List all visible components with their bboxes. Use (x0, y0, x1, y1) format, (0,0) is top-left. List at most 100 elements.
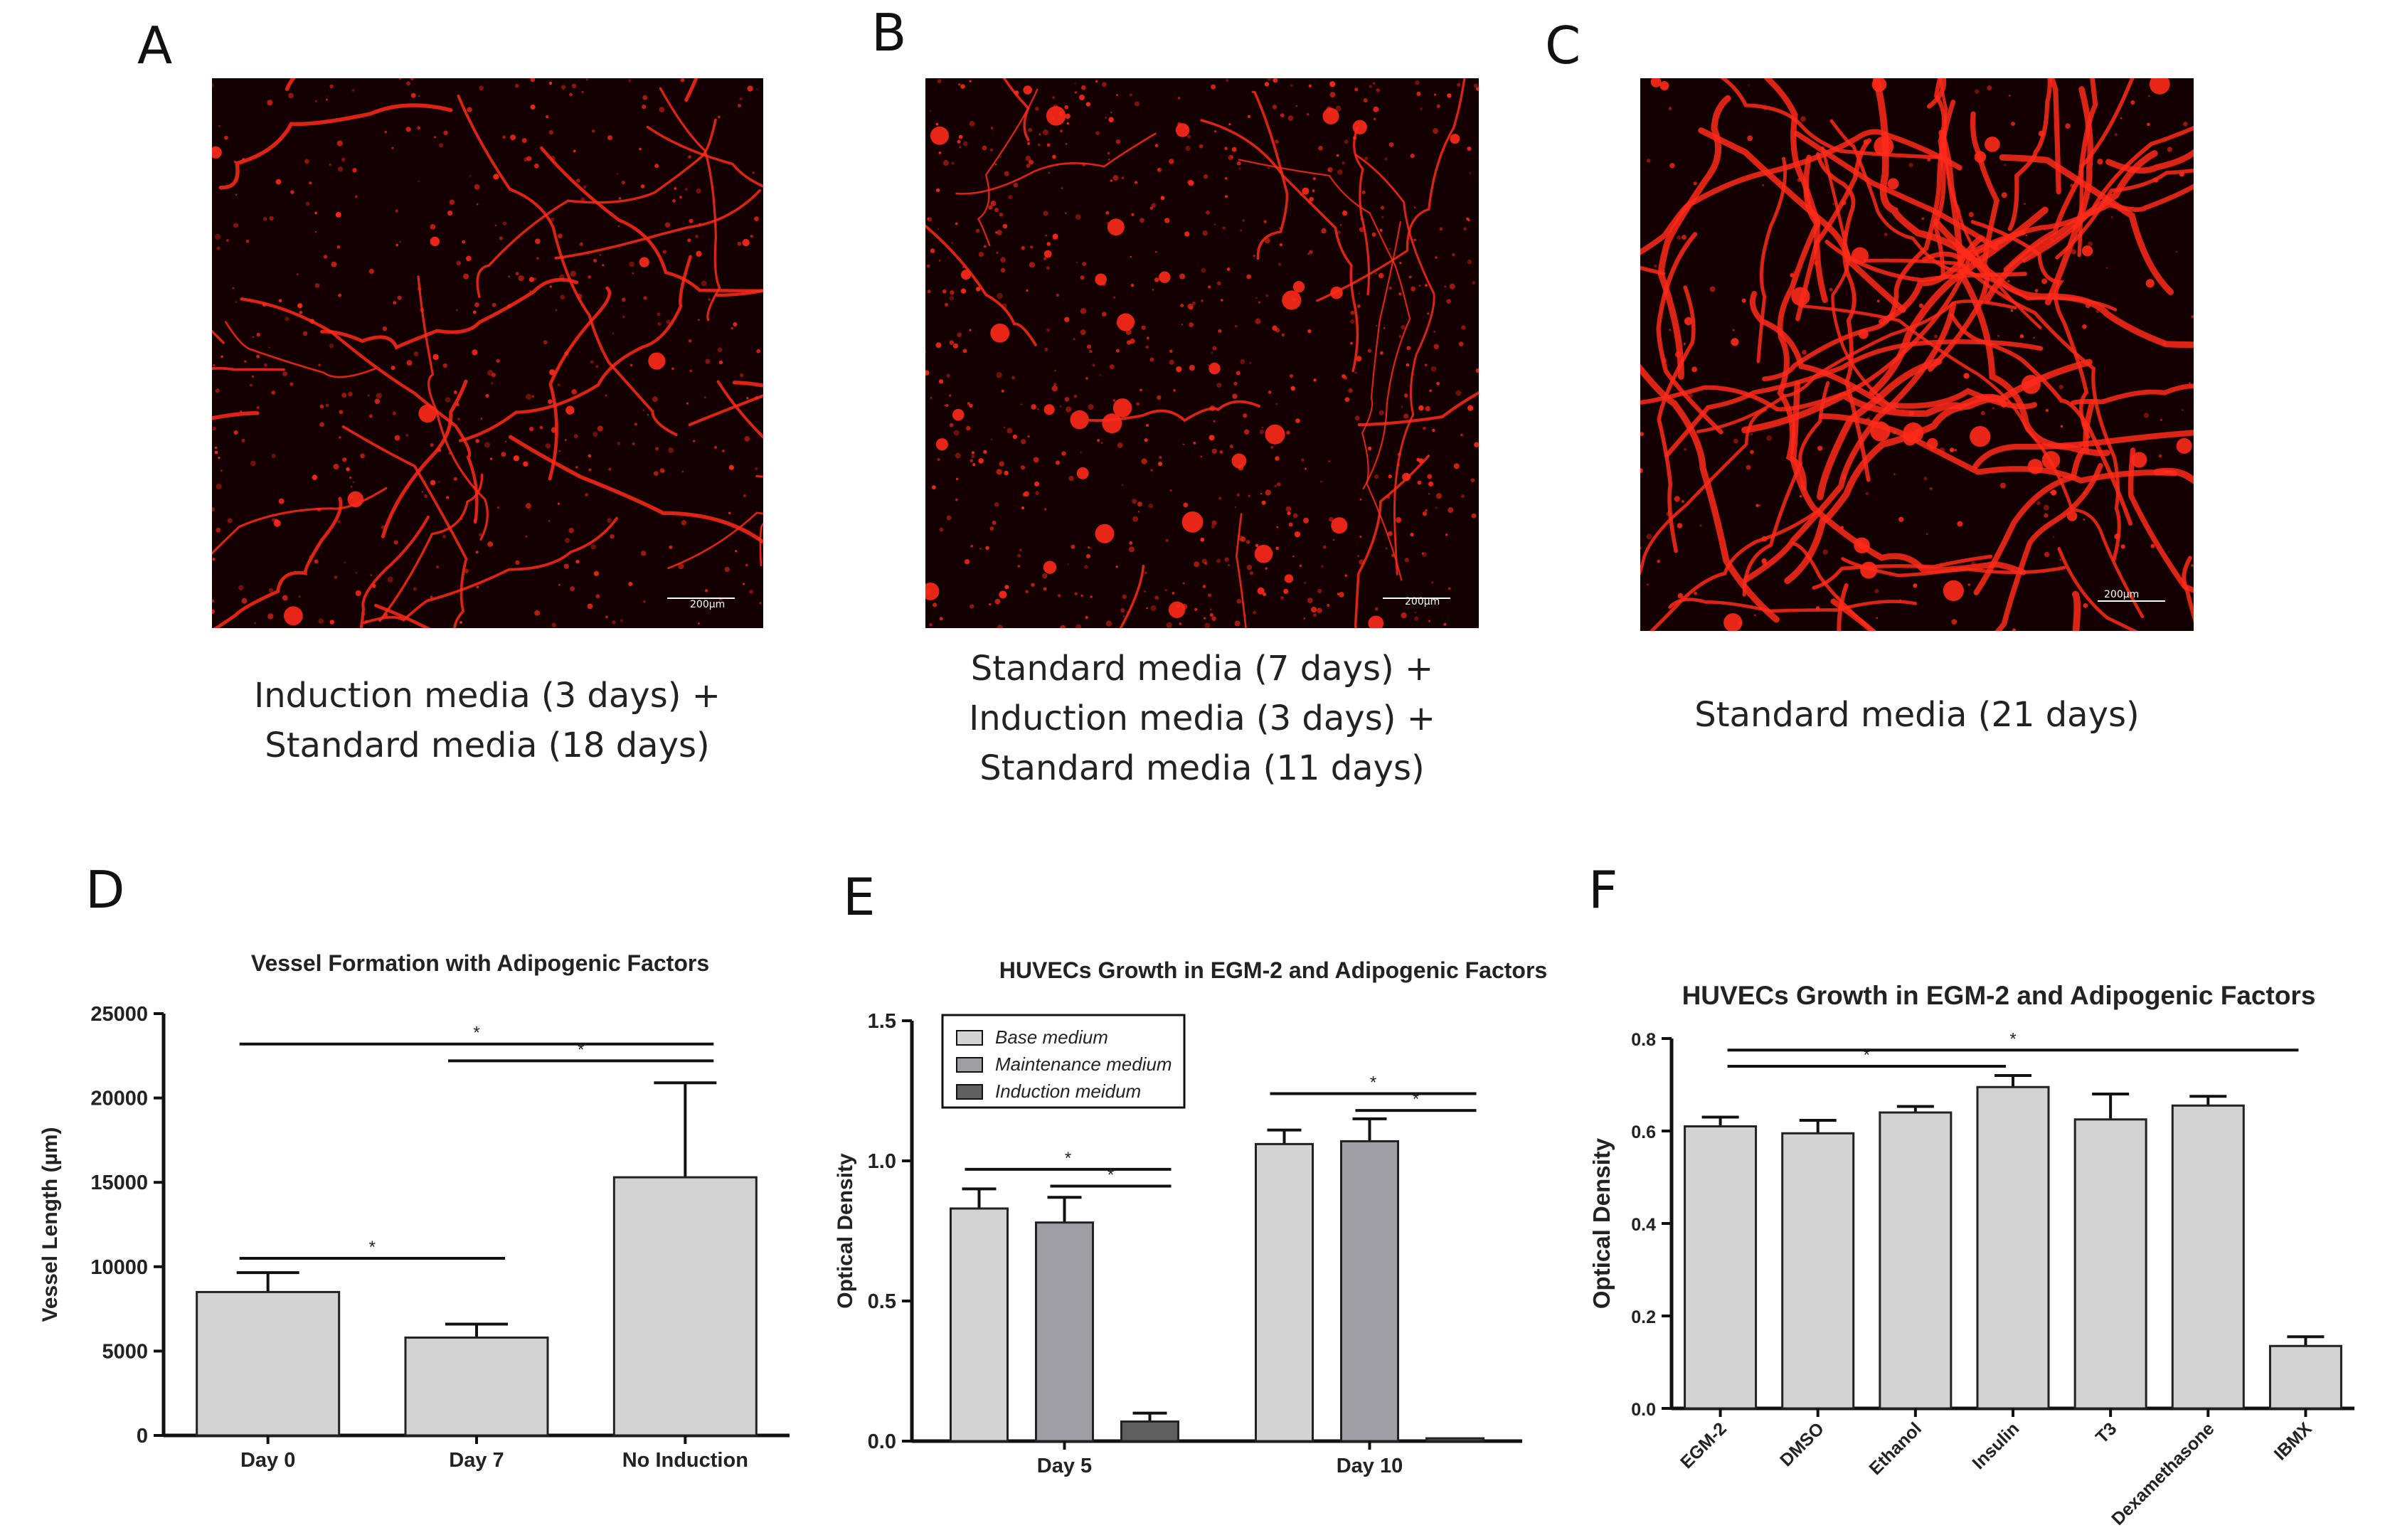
micro-speck (1024, 491, 1029, 497)
micro-speck (1248, 494, 1251, 497)
micro-speck (1308, 84, 1312, 87)
micro-vessel (1640, 230, 2026, 412)
micro-speck (252, 336, 255, 338)
micro-speck (1109, 364, 1115, 370)
micro-speck (1281, 333, 1285, 336)
micro-speck (1413, 206, 1416, 208)
micro-speck (212, 84, 214, 87)
micro-cell (1352, 120, 1367, 134)
y-axis-label: Optical Density (834, 1153, 857, 1309)
micro-speck (1107, 152, 1110, 155)
micro-speck (1312, 189, 1315, 193)
micro-speck (256, 405, 260, 410)
micro-speck (1428, 492, 1430, 495)
micro-speck (672, 199, 676, 203)
micro-vessel (1355, 154, 1435, 575)
micro-speck (214, 233, 221, 240)
micro-speck (595, 365, 599, 368)
micro-speck (1413, 238, 1417, 242)
micro-speck (1218, 329, 1222, 333)
micro-speck (1137, 511, 1140, 513)
micro-speck (1379, 228, 1383, 232)
micro-speck (703, 396, 706, 399)
micro-speck (990, 127, 994, 129)
micro-speck (1046, 143, 1051, 147)
micro-vessel (1357, 391, 1479, 427)
micro-speck (1169, 489, 1172, 492)
micro-speck (1359, 498, 1362, 501)
micro-speck (1242, 219, 1245, 222)
micro-speck (1129, 541, 1133, 545)
micro-speck (314, 100, 318, 102)
micro-speck (226, 239, 229, 242)
panel-letter-d: D (85, 860, 125, 920)
micro-vessel (218, 103, 453, 190)
micro-speck (982, 145, 987, 151)
micro-speck (1020, 465, 1026, 470)
micro-speck (1433, 331, 1435, 333)
micro-vessel (1696, 299, 2017, 434)
micro-cell (1043, 561, 1057, 574)
micro-speck (215, 388, 220, 393)
micro-speck (1233, 381, 1238, 386)
micro-speck (1344, 139, 1349, 144)
micro-speck (926, 264, 930, 268)
micro-speck (958, 134, 963, 139)
micro-speck (271, 391, 276, 395)
micro-speck (269, 216, 274, 221)
x-tick-label: Dexamethasone (2108, 1418, 2218, 1529)
micro-speck (1425, 284, 1428, 287)
micro-speck (453, 391, 457, 395)
micro-speck (1449, 283, 1455, 290)
micro-speck (1363, 98, 1368, 103)
micro-speck (1004, 585, 1009, 590)
micro-speck (1160, 196, 1165, 201)
micro-speck (1373, 106, 1379, 112)
micro-speck (1320, 480, 1322, 483)
micro-speck (406, 81, 411, 86)
micro-speck (1278, 262, 1282, 266)
micro-speck (1646, 583, 1650, 586)
micro-speck (1004, 171, 1009, 176)
micro-speck (1065, 142, 1068, 145)
micro-speck (550, 217, 555, 222)
micro-speck (746, 397, 749, 400)
micro-speck (937, 228, 940, 230)
micro-speck (1467, 259, 1472, 265)
bar (1120, 1420, 1179, 1443)
micro-speck (969, 329, 972, 331)
legend-swatch (956, 1084, 983, 1100)
y-tick-label: 0 (137, 1425, 148, 1448)
micro-speck (1709, 286, 1716, 292)
micro-vessel (1743, 302, 1956, 583)
micro-speck (1154, 144, 1159, 147)
micro-speck (1800, 116, 1806, 122)
micro-speck (341, 393, 347, 398)
micro-cell (1046, 106, 1066, 126)
micro-vessel (1821, 146, 1896, 410)
micro-speck (949, 296, 955, 301)
micro-speck (1255, 543, 1259, 548)
bar (1255, 1142, 1314, 1443)
micro-speck (1762, 184, 1764, 186)
bar (404, 1336, 549, 1437)
micro-speck (1052, 233, 1058, 240)
micro-speck (282, 371, 288, 376)
micro-speck (2182, 122, 2188, 127)
significance-star: * (1864, 1046, 1870, 1065)
panel-letter-f: F (1588, 860, 1618, 920)
micro-vessel (2070, 383, 2194, 405)
micro-cell (2131, 452, 2147, 468)
micro-speck (2060, 425, 2063, 428)
micro-speck (610, 533, 615, 539)
micro-speck (521, 138, 527, 143)
micro-speck (479, 85, 484, 91)
micro-speck (962, 349, 967, 354)
chart-title: HUVECs Growth in EGM-2 and Adipogenic Fa… (999, 957, 1547, 983)
micro-speck (1350, 341, 1353, 345)
micro-speck (1064, 397, 1070, 402)
micro-speck (1367, 349, 1372, 353)
micro-speck (491, 382, 494, 385)
micro-speck (1082, 262, 1087, 267)
micro-speck (1474, 442, 1479, 447)
